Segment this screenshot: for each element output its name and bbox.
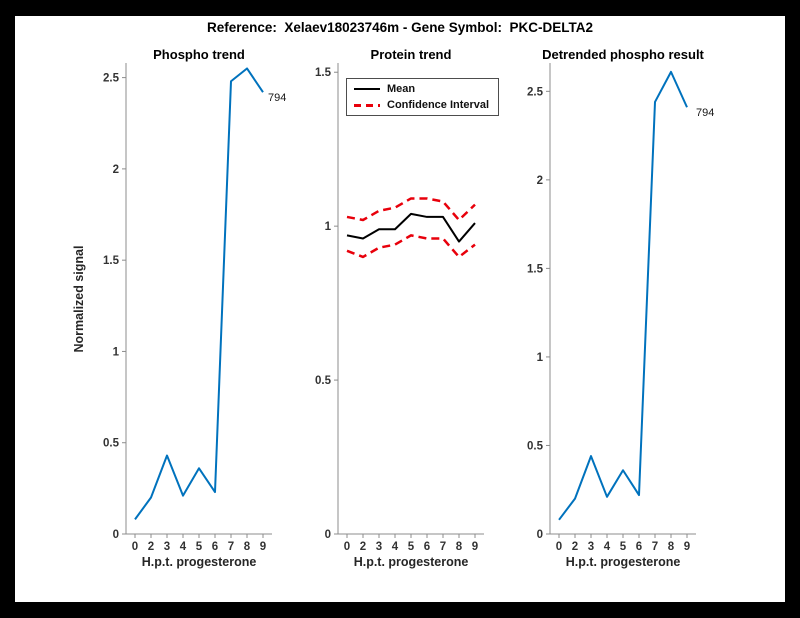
x-tick-label: 7 [652, 541, 658, 553]
x-tick-label: 9 [472, 541, 478, 553]
y-tick-label: 0 [537, 529, 543, 541]
mean-line-sample [354, 88, 380, 90]
x-tick-label: 2 [360, 541, 366, 553]
plot3-x-axis-label: H.p.t. progesterone [565, 555, 681, 569]
y-tick-label: 0 [113, 529, 119, 541]
y-tick-label: 0.5 [103, 438, 120, 450]
x-tick-label: 5 [196, 541, 203, 553]
x-tick-label: 3 [376, 541, 382, 553]
x-tick-label: 0 [556, 541, 562, 553]
x-tick-label: 7 [228, 541, 234, 553]
mean-line [346, 212, 476, 243]
confidence-interval-lower--line [346, 234, 476, 259]
y-tick-label: 0.5 [315, 375, 332, 387]
y-tick-label: 2.5 [527, 86, 544, 98]
y-tick-label: 2 [537, 175, 543, 187]
y-tick-label: 0 [325, 529, 331, 541]
x-tick-label: 7 [440, 541, 446, 553]
y-tick-label: 1.5 [527, 263, 544, 275]
phospho-signal-line [134, 67, 264, 520]
x-tick-label: 6 [424, 541, 430, 553]
x-tick-label: 8 [456, 541, 463, 553]
y-tick-label: 2.5 [103, 73, 120, 85]
x-tick-label: 6 [636, 541, 642, 553]
y-tick-label: 1.5 [315, 67, 332, 79]
y-tick-label: 2 [113, 164, 119, 176]
y-tick-label: 1 [113, 346, 120, 358]
subplot-protein-trend: 00.511.50 2 3 4 5 6 7 8 9 [315, 63, 484, 553]
subplot-detrended-phospho: 00.511.522.50 2 3 4 5 6 7 8 9 [527, 63, 696, 553]
x-tick-label: 4 [180, 541, 187, 553]
x-tick-label: 4 [392, 541, 399, 553]
plot3-endpoint-label: 794 [696, 107, 715, 119]
plot3-title: Detrended phospho result [542, 47, 704, 62]
y-tick-label: 1 [537, 352, 544, 364]
plot2-title: Protein trend [370, 47, 452, 62]
plots-canvas: 00.511.522.50 2 3 4 5 6 7 8 900.511.50 2 3 4 5 6 7 8 900… [103, 63, 696, 553]
plot2-x-axis-label: H.p.t. progesterone [353, 555, 469, 569]
legend-box: Mean Confidence Interval [346, 78, 500, 116]
x-tick-label: 5 [408, 541, 415, 553]
figure-title: Reference: Xelaev18023746m - Gene Symbol… [207, 20, 593, 35]
figure-canvas: Reference: Xelaev18023746m - Gene Symbol… [15, 16, 785, 602]
x-tick-label: 4 [604, 541, 611, 553]
x-tick-label: 3 [164, 541, 170, 553]
x-tick-label: 9 [260, 541, 266, 553]
detrended-phospho-signal-line [558, 70, 688, 521]
x-tick-label: 6 [212, 541, 218, 553]
legend-item-mean: Mean [354, 83, 489, 95]
x-tick-label: 8 [244, 541, 251, 553]
plot1-x-axis-label: H.p.t. progesterone [141, 555, 257, 569]
confidence-interval-upper--line [346, 197, 476, 222]
plot1-endpoint-label: 794 [268, 92, 287, 104]
x-tick-label: 5 [620, 541, 627, 553]
subplot-phospho-trend: 00.511.522.50 2 3 4 5 6 7 8 9 [103, 63, 272, 553]
y-tick-label: 1.5 [103, 255, 120, 267]
x-tick-label: 9 [684, 541, 690, 553]
legend-item-confidence-interval: Confidence Interval [354, 99, 489, 111]
x-tick-label: 3 [588, 541, 594, 553]
y-tick-label: 0.5 [527, 440, 544, 452]
x-tick-label: 8 [668, 541, 675, 553]
plot1-title: Phospho trend [153, 47, 245, 62]
x-tick-label: 2 [148, 541, 154, 553]
x-tick-label: 0 [132, 541, 138, 553]
y-tick-label: 1 [325, 221, 332, 233]
legend-label-confidence-interval: Confidence Interval [387, 99, 490, 111]
legend-label-mean: Mean [387, 83, 416, 95]
x-tick-label: 0 [344, 541, 350, 553]
confidence-line-sample [354, 103, 380, 107]
x-tick-label: 2 [572, 541, 578, 553]
